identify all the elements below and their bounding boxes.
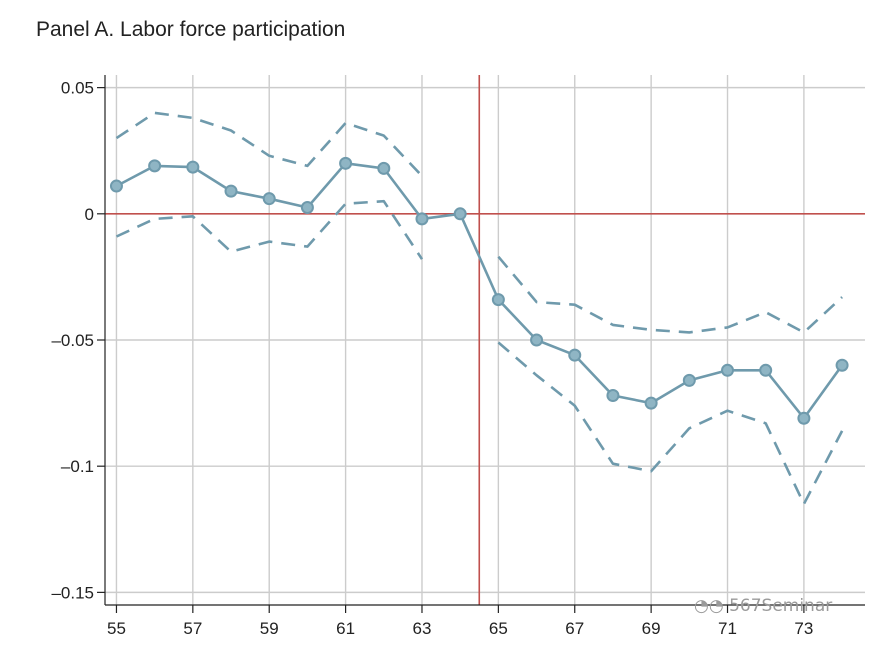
data-point [148, 159, 162, 173]
chart-title: Panel A. Labor force participation [36, 18, 346, 41]
x-tick-label: 73 [794, 619, 813, 638]
y-tick-label: –0.1 [61, 457, 94, 476]
data-point [186, 160, 200, 174]
y-tick-label: 0.05 [61, 79, 94, 98]
x-tick-label: 65 [489, 619, 508, 638]
data-point [491, 293, 505, 307]
wechat-icon: ◔◔ [694, 596, 730, 616]
data-point [721, 363, 735, 377]
x-tick-label: 55 [107, 619, 126, 638]
x-tick-label: 59 [260, 619, 279, 638]
data-point [606, 389, 620, 403]
data-point [300, 201, 314, 214]
data-point [377, 161, 391, 175]
x-tick-label: 63 [413, 619, 432, 638]
watermark: ◔◔ 567Seminar [694, 596, 832, 616]
series-layer [109, 111, 849, 506]
data-point [835, 358, 849, 372]
data-point [797, 411, 811, 425]
data-point [224, 184, 238, 198]
axes: 0.05 0 –0.05 –0.1 –0.15 55 57 59 61 63 65 67 69 71 73 [51, 75, 865, 638]
x-tick-label: 71 [718, 619, 737, 638]
data-point [262, 192, 276, 206]
data-point [759, 363, 773, 377]
y-tick-label: –0.05 [51, 331, 94, 350]
series-line-lower [115, 199, 424, 260]
data-point [530, 333, 544, 347]
x-tick-label: 57 [183, 619, 202, 638]
series-line-lower [497, 341, 844, 506]
x-tick-label: 67 [565, 619, 584, 638]
x-tick-label: 61 [336, 619, 355, 638]
data-point [339, 156, 353, 170]
data-point [453, 207, 467, 221]
watermark-text: 567Seminar [729, 596, 833, 616]
data-point [568, 348, 582, 362]
data-point [415, 212, 429, 226]
y-tick-label: –0.15 [51, 583, 94, 602]
data-point [109, 179, 123, 193]
x-tick-label: 69 [642, 619, 661, 638]
y-tick-label: 0 [85, 205, 94, 224]
series-line-upper [115, 111, 423, 177]
reference-lines [105, 75, 865, 605]
data-point [682, 373, 696, 387]
series-line-upper [497, 255, 843, 334]
data-point [644, 396, 658, 410]
grid-layer [105, 75, 865, 605]
